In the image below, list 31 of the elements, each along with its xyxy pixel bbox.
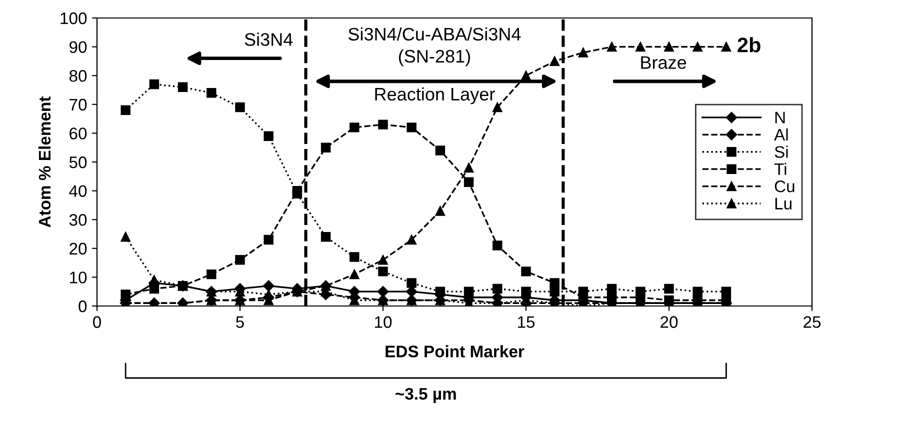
- text: ~3.5 µm: [396, 388, 456, 404]
- legend-label: N: [775, 112, 785, 124]
- legend-label: Si: [774, 146, 788, 158]
- y-tick-label: 50: [69, 156, 87, 168]
- legend-label: Lu: [775, 198, 792, 210]
- y-tick-label: 100: [60, 12, 87, 24]
- y-tick-label: 40: [69, 185, 87, 198]
- y-tick-label: 20: [70, 242, 87, 255]
- y-axis-title: Atom % Element: [38, 96, 51, 228]
- annotation: 2b: [738, 37, 760, 52]
- x-tick-label: 20: [660, 316, 678, 328]
- x-tick-label: 0: [93, 316, 101, 328]
- y-tick-label: 10: [70, 272, 87, 284]
- y-tick-label: 30: [69, 214, 87, 226]
- annotation: Reaction Layer: [375, 87, 495, 104]
- annotation: Braze: [641, 56, 686, 69]
- y-tick-label: 60: [70, 128, 87, 140]
- y-tick-label: 90: [70, 41, 87, 54]
- x-tick-label: 15: [518, 316, 535, 328]
- x-tick-label: 10: [375, 316, 392, 328]
- x-tick-label: 5: [236, 316, 244, 328]
- y-tick-label: 0: [78, 300, 87, 312]
- annotation: Si3N4/Cu-ABA/Si3N4 (SN-281): [348, 27, 521, 66]
- legend-label: Ti: [774, 162, 786, 175]
- y-tick-label: 70: [70, 98, 87, 111]
- y-tick-label: 80: [69, 70, 87, 82]
- annotation: Si3N4: [244, 32, 293, 46]
- legend-label: Cu: [774, 180, 794, 192]
- x-axis-title: EDS Point Marker: [386, 345, 524, 358]
- x-tick-label: 25: [804, 316, 821, 328]
- legend-label: Al: [774, 128, 788, 141]
